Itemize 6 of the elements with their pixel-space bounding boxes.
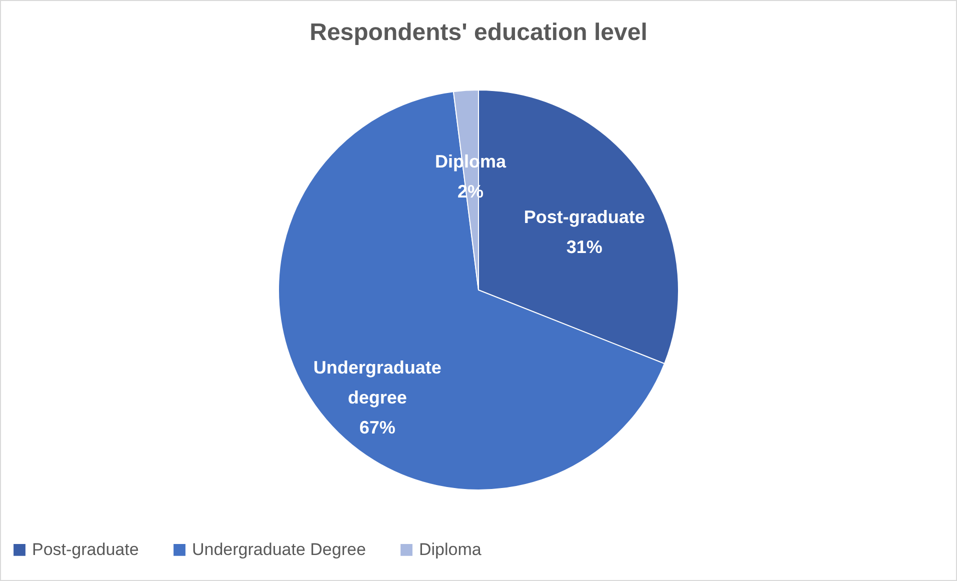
- data-label: Post-graduate 31%: [524, 207, 645, 258]
- legend-label: Undergraduate Degree: [192, 540, 366, 559]
- legend-label: Diploma: [419, 540, 482, 559]
- chart-title: Respondents' education level: [310, 19, 648, 46]
- data-label: Undergraduate degree 67%: [313, 357, 442, 438]
- legend-label: Post-graduate: [32, 540, 139, 559]
